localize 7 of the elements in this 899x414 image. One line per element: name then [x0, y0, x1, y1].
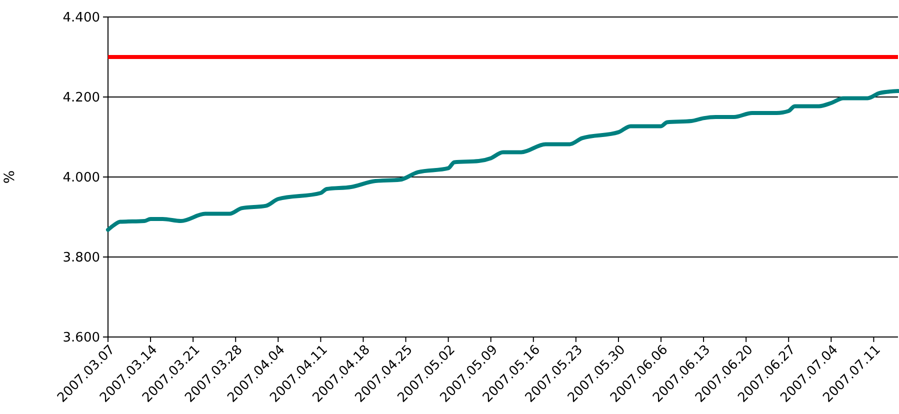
y-tick-label: 4.200 [62, 90, 100, 106]
y-tick-label: 3.600 [62, 330, 100, 346]
y-tick-label: 4.000 [62, 170, 100, 186]
y-tick-label: 3.800 [62, 250, 100, 266]
y-tick-label: 4.400 [62, 10, 100, 26]
line-series [106, 89, 899, 232]
y-axis-title: % [2, 170, 18, 184]
